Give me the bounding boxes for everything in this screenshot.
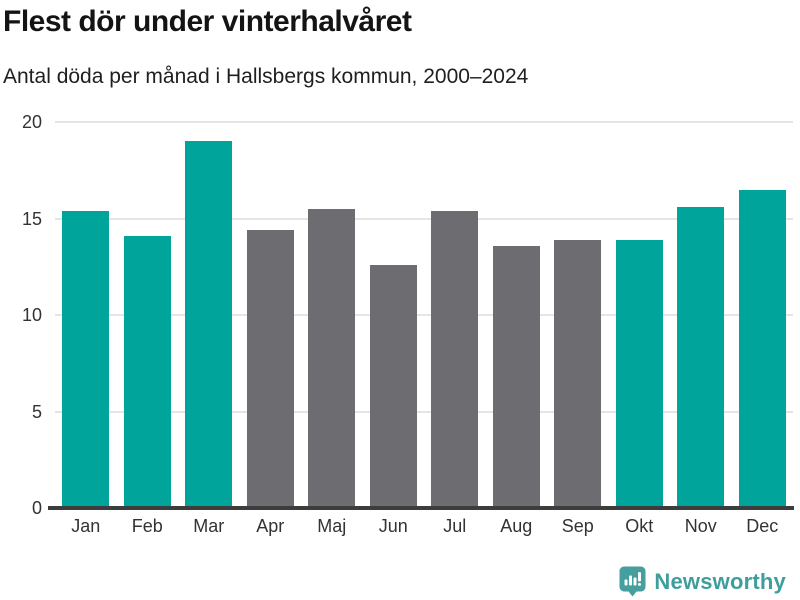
x-tick-label-apr: Apr <box>256 516 285 536</box>
x-tick-label-dec: Dec <box>746 516 779 536</box>
logo-exclamation-dot <box>638 583 642 586</box>
bar-slot <box>486 245 548 508</box>
bar-dec <box>738 189 786 508</box>
logo-bar-tall <box>629 575 633 586</box>
gridline-20 <box>55 121 793 123</box>
y-axis: 0 5 10 15 20 <box>0 112 44 518</box>
bar-okt <box>615 239 663 508</box>
x-tick-label-nov: Nov <box>684 516 717 536</box>
logo-exclamation-stem <box>638 572 642 582</box>
bar-slot <box>670 206 732 508</box>
x-tick-label-mar: Mar <box>193 516 225 536</box>
bar-slot <box>547 239 609 508</box>
bar-jul <box>431 210 479 508</box>
bar-slot <box>240 230 302 508</box>
y-tick-label-20: 20 <box>21 112 42 132</box>
logo-bar-mid <box>633 577 637 586</box>
bar-slot <box>732 189 794 508</box>
bar-apr <box>246 230 294 508</box>
bar-maj <box>308 208 356 508</box>
y-tick-label-15: 15 <box>21 208 42 229</box>
chart-title: Flest dör under vinterhalvåret <box>3 5 412 38</box>
x-tick-label-aug: Aug <box>500 516 533 536</box>
bar-feb <box>123 235 171 508</box>
bar-slot <box>609 239 671 508</box>
bar-slot <box>117 235 179 508</box>
plot-area <box>48 121 794 510</box>
bar-nov <box>677 206 725 508</box>
brand-footer: Newsworthy <box>619 566 786 597</box>
bars-group <box>55 122 793 508</box>
bar-jan <box>62 210 110 508</box>
x-tick-label-jun: Jun <box>378 516 408 536</box>
x-tick-label-okt: Okt <box>625 516 654 536</box>
x-tick-label-maj: Maj <box>317 516 347 536</box>
x-tick-label-sep: Sep <box>561 516 594 536</box>
brand-name: Newsworthy <box>654 568 786 594</box>
bar-aug <box>492 245 540 508</box>
gridline-10 <box>55 314 793 316</box>
bar-slot <box>55 210 117 508</box>
bar-slot <box>424 210 486 508</box>
bar-sep <box>554 239 602 508</box>
chart-header: Flest dör under vinterhalvåret Antal död… <box>3 4 790 89</box>
x-tick-label-jan: Jan <box>71 516 101 536</box>
bar-slot <box>363 264 425 508</box>
y-tick-label-5: 5 <box>31 401 42 422</box>
x-axis: Jan Feb Mar Apr Maj Jun Jul Aug Sep Okt Nov Dec <box>55 516 793 537</box>
y-tick-label-0: 0 <box>31 498 42 518</box>
bar-slot <box>301 208 363 508</box>
x-tick-label-feb: Feb <box>131 516 163 536</box>
x-tick-label-jul: Jul <box>443 516 467 536</box>
bar-slot <box>178 141 240 508</box>
bar-jun <box>369 264 417 508</box>
x-axis-line <box>48 506 794 510</box>
gridline-15 <box>55 217 793 220</box>
bar-mar <box>185 141 233 508</box>
gridline-5 <box>55 410 793 413</box>
chart-subtitle: Antal döda per månad i Hallsbergs kommun… <box>3 65 529 88</box>
logo-bar-short <box>624 579 628 586</box>
y-tick-label-10: 10 <box>21 305 42 325</box>
newsworthy-logo-icon <box>619 566 646 597</box>
